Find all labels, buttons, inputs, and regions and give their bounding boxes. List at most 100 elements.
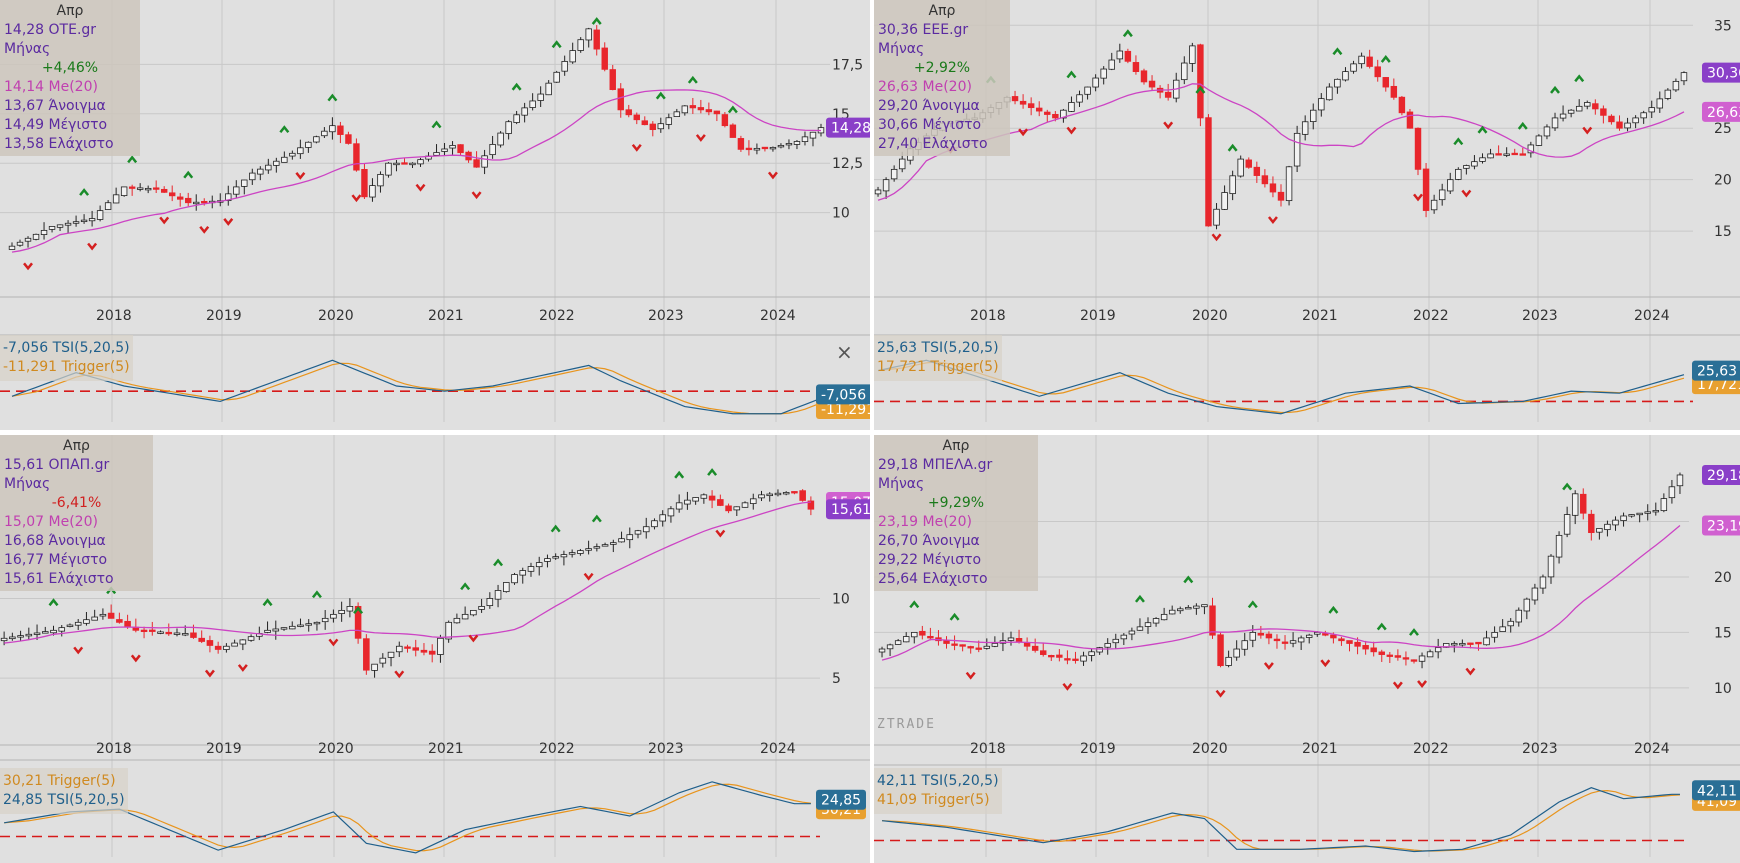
candle-body [708, 495, 716, 501]
x-axis-label: 2020 [318, 741, 354, 757]
candle-body [1011, 96, 1019, 102]
candle-body [1092, 77, 1099, 88]
candle-body [1507, 620, 1514, 627]
candle-body [1221, 192, 1228, 210]
fractal-down-marker [1461, 189, 1472, 198]
candle-body [641, 120, 648, 126]
candle-body [886, 644, 894, 650]
fractal-down-marker [351, 194, 362, 203]
candle-body [1463, 165, 1470, 169]
candle-body [225, 193, 232, 202]
candle-body [369, 185, 376, 198]
candle-body [625, 109, 632, 116]
close-icon[interactable]: × [836, 340, 853, 364]
moving-average-line [11, 89, 822, 253]
ote-open: 13,67 Άνοιγμα [4, 98, 106, 114]
last-price-tag-bg [826, 499, 870, 520]
candle-body [379, 657, 387, 664]
opap-high: 16,77 Μέγιστο [4, 552, 108, 568]
fractal-up-marker [1550, 85, 1560, 94]
fractal-down-marker [1465, 667, 1476, 676]
tsi-line [4, 781, 811, 854]
fractal-down-marker [1066, 126, 1077, 135]
watermark: ZTRADE [877, 717, 936, 732]
candle-body [124, 620, 131, 627]
fractal-up-marker [311, 590, 322, 599]
candle-body [667, 508, 675, 517]
ote-last-price: 14,28 ΟΤΕ.gr Μήνας [4, 22, 97, 57]
ma-price-tag: 23,19 [1707, 518, 1740, 534]
candle-body [774, 492, 782, 496]
candle-body [659, 514, 666, 522]
fractal-down-marker [295, 172, 306, 180]
candle-body [585, 548, 592, 551]
candle-body [1374, 66, 1381, 78]
candle-body [1342, 71, 1349, 81]
fractal-down-marker [415, 183, 426, 192]
fractal-down-marker [767, 171, 778, 180]
candle-body [305, 141, 312, 148]
fractal-down-marker [73, 646, 84, 655]
ote-tsi-label: -7,056 TSI(5,20,5) [3, 340, 130, 356]
candle-body [1064, 658, 1071, 661]
ote-info-box: Απρ 14,28 ΟΤΕ.gr Μήνας +4,46% 14,14 Me(2… [0, 0, 140, 156]
ote-low: 13,58 Ελάχιστο [4, 136, 114, 152]
candle-body [758, 494, 765, 499]
fractal-up-marker [1376, 622, 1387, 631]
fractal-up-marker [1574, 74, 1585, 83]
fractal-down-marker [1417, 680, 1428, 688]
candle-body [1241, 640, 1248, 650]
candle-body [393, 162, 400, 166]
candle-body [371, 663, 378, 671]
candle-body [505, 121, 512, 134]
tsi-value-tag-bg [816, 384, 870, 405]
ote-trigger-label: -11,291 Trigger(5) [3, 359, 130, 375]
candle-body [91, 616, 98, 621]
candle-body [433, 152, 440, 156]
last-price-tag-bg [826, 117, 870, 138]
trigger-line [11, 362, 822, 415]
candle-body [48, 226, 56, 230]
candle-body [561, 61, 568, 72]
eee-tsi-label: 25,63 TSI(5,20,5) [877, 340, 999, 356]
candle-body [741, 502, 749, 508]
candle-body [657, 123, 665, 130]
candle-body [577, 550, 584, 554]
fractal-down-marker [23, 262, 34, 271]
candle-body [1257, 632, 1265, 636]
candle-body [1245, 159, 1252, 168]
candle-body [1301, 121, 1309, 135]
candle-body [1297, 637, 1305, 643]
candle-body [1632, 117, 1639, 124]
candle-body [1604, 523, 1611, 531]
last-price-tag: 29,18 [1707, 468, 1740, 484]
candle-body [1128, 630, 1136, 635]
ote-change: +4,46% [41, 60, 99, 76]
candle-body [297, 624, 304, 627]
fractal-up-marker [327, 93, 338, 102]
candle-body [1499, 626, 1506, 632]
fractal-up-marker [1247, 600, 1258, 609]
candle-body [585, 28, 592, 41]
candle-body [437, 637, 444, 655]
moving-average-line [881, 524, 1681, 661]
candle-body [991, 643, 999, 647]
candle-body [25, 633, 33, 637]
candle-body [1483, 637, 1490, 646]
candle-body [1052, 113, 1059, 119]
candle-body [511, 574, 518, 584]
fractal-up-marker [460, 582, 471, 591]
candle-body [633, 114, 640, 121]
candle-body [1410, 659, 1418, 662]
candle-body [766, 493, 774, 497]
candle-body [193, 201, 200, 205]
candle-body [457, 144, 464, 154]
last-price-tag-bg [1702, 62, 1740, 83]
candle-body [17, 635, 24, 638]
candle-body [675, 502, 683, 510]
fractal-down-marker [1211, 233, 1222, 242]
fractal-up-marker [949, 612, 960, 621]
bela-ma-value: 23,19 Me(20) [878, 514, 972, 530]
candle-body [241, 179, 248, 187]
